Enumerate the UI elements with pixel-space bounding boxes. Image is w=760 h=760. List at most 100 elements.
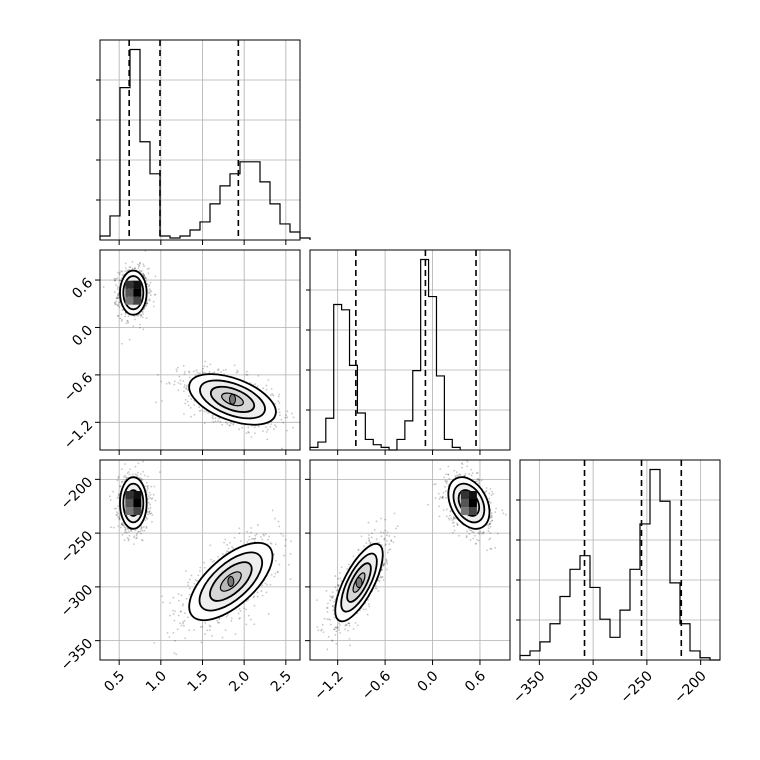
scatter-point [433, 483, 436, 486]
scatter-point [375, 538, 378, 541]
scatter-point [183, 625, 185, 627]
scatter-point [478, 539, 480, 542]
scatter-point [118, 516, 121, 519]
scatter-point [488, 523, 491, 526]
scatter-point [142, 263, 145, 266]
scatter-point [147, 272, 150, 275]
scatter-point [132, 325, 135, 328]
scatter-point [148, 491, 151, 494]
scatter-point [356, 624, 359, 627]
scatter-point [117, 475, 120, 478]
scatter-point [108, 495, 111, 498]
scatter-point [154, 499, 157, 502]
scatter-point [116, 514, 119, 517]
scatter-point [243, 607, 246, 610]
scatter-point [224, 629, 227, 631]
scatter-point [143, 529, 146, 532]
scatter-point [183, 413, 185, 415]
density-bin [133, 280, 142, 289]
density-bin [125, 491, 134, 500]
scatter-point [184, 398, 187, 401]
scatter-point [326, 648, 329, 651]
scatter-point [442, 509, 445, 511]
scatter-point [439, 496, 442, 499]
density-bin [125, 288, 134, 297]
scatter-point [442, 491, 445, 494]
scatter-point [369, 542, 372, 545]
scatter-point [143, 274, 146, 277]
scatter-point [141, 478, 144, 481]
scatter-point [227, 550, 230, 553]
scatter-point [139, 270, 142, 273]
scatter-point [241, 426, 243, 429]
scatter-point [441, 497, 444, 499]
scatter-point [121, 523, 123, 526]
scatter-point [456, 523, 459, 526]
scatter-point [110, 526, 113, 529]
scatter-point [150, 290, 153, 293]
scatter-point [179, 622, 182, 625]
scatter-point [237, 612, 240, 615]
scatter-point [136, 263, 139, 266]
scatter-point [144, 276, 147, 279]
scatter-point [128, 473, 131, 476]
scatter-point [109, 499, 112, 501]
scatter-point [117, 293, 120, 296]
scatter-point [230, 422, 232, 425]
scatter-point [233, 364, 236, 367]
scatter-point [115, 303, 118, 306]
scatter-point [220, 371, 223, 374]
scatter-point [224, 421, 227, 424]
scatter-point [286, 416, 289, 419]
scatter-point [185, 597, 188, 600]
scatter-point [441, 496, 444, 498]
scatter-point [287, 563, 290, 566]
scatter-point [116, 277, 119, 280]
scatter-point [126, 320, 129, 322]
scatter-point [278, 525, 281, 528]
scatter-point [274, 572, 277, 575]
scatter-point [116, 497, 119, 499]
scatter-point [145, 277, 148, 280]
scatter-point [246, 541, 249, 543]
histogram-step [99, 48, 311, 240]
scatter-point [177, 614, 180, 617]
scatter-point [272, 428, 275, 431]
scatter-point [115, 513, 118, 516]
scatter-point [256, 595, 259, 598]
scatter-point [149, 493, 152, 496]
scatter-point [211, 560, 214, 563]
scatter-point [278, 393, 281, 396]
scatter-point [198, 410, 201, 412]
scatter-point [185, 570, 187, 573]
scatter-point [148, 299, 151, 302]
scatter-point [385, 558, 388, 561]
scatter-point [374, 585, 377, 587]
scatter-point [148, 510, 151, 513]
scatter-point [269, 542, 272, 544]
scatter-point [203, 365, 206, 368]
scatter-point [438, 498, 441, 500]
scatter-point [137, 265, 140, 267]
scatter-point [494, 511, 497, 514]
scatter-point [325, 590, 328, 592]
scatter-point [140, 528, 143, 531]
density-bin [133, 296, 142, 305]
scatter-point [148, 510, 151, 513]
scatter-point [119, 485, 122, 488]
scatter-point [145, 317, 148, 320]
scatter-point [333, 628, 336, 631]
histogram-panel-2 [516, 459, 721, 661]
scatter-point [120, 313, 123, 316]
scatter-point [223, 541, 225, 544]
scatter-point [316, 626, 319, 628]
scatter-point [239, 610, 242, 612]
scatter-point [449, 514, 452, 517]
scatter-point [266, 583, 268, 586]
scatter-point [491, 490, 493, 493]
scatter-point [126, 537, 129, 539]
scatter-point [210, 558, 213, 561]
scatter-point [257, 374, 260, 377]
scatter-point [146, 299, 149, 302]
scatter-point [190, 398, 192, 400]
